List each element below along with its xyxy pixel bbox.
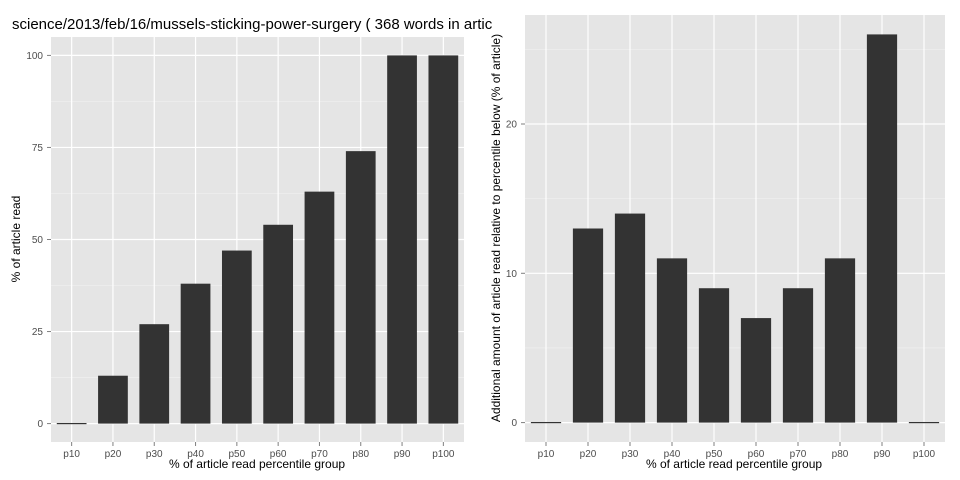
x-tick-label-p90: p90 [394, 449, 411, 460]
x-tick-label-p60: p60 [748, 449, 765, 460]
x-tick-label-p20: p20 [580, 449, 597, 460]
left-chart-title: science/2013/feb/16/mussels-sticking-pow… [12, 16, 493, 33]
x-tick-label-p20: p20 [105, 449, 122, 460]
bar-p10 [56, 422, 87, 425]
left-y-tick-labels: 0 25 50 75 100 [26, 51, 51, 430]
y-tick-label: 100 [26, 51, 43, 62]
x-tick-label-p30: p30 [146, 449, 163, 460]
x-tick-label-p100: p100 [913, 449, 936, 460]
x-tick-label-p100: p100 [432, 449, 455, 460]
left-chart: science/2013/feb/16/mussels-sticking-pow… [9, 16, 493, 471]
y-tick-label: 10 [506, 269, 518, 280]
bar-p80 [824, 258, 856, 423]
x-tick-label-p80: p80 [352, 449, 369, 460]
x-tick-label-p60: p60 [270, 449, 287, 460]
y-tick-label: 50 [32, 235, 44, 246]
y-tick-label: 75 [32, 143, 44, 154]
x-tick-label-p30: p30 [622, 449, 639, 460]
bar-p70 [304, 191, 335, 424]
y-tick-label: 0 [511, 418, 517, 429]
bar-p90 [866, 34, 898, 423]
bar-p10 [530, 421, 562, 424]
bar-p40 [180, 283, 211, 424]
bar-p50 [221, 250, 252, 424]
bar-p70 [782, 288, 814, 423]
right-y-tick-labels: 0 10 20 [506, 119, 525, 429]
bar-p80 [345, 151, 376, 424]
bar-p30 [614, 213, 646, 423]
bar-p50 [698, 288, 730, 423]
bar-p20 [572, 228, 604, 423]
bar-p100 [908, 421, 940, 424]
left-bars [56, 55, 459, 425]
x-tick-label-p10: p10 [538, 449, 555, 460]
x-tick-label-p40: p40 [664, 449, 681, 460]
bar-p60 [263, 224, 294, 424]
right-x-tick-labels: p10 p20 p30 p40 p50 p60 p70 p80 p90 p100 [538, 442, 936, 460]
y-tick-label: 25 [32, 327, 44, 338]
y-tick-label: 0 [37, 419, 43, 430]
bar-p90 [387, 55, 417, 424]
bar-p30 [139, 324, 170, 424]
x-tick-label-p50: p50 [706, 449, 723, 460]
bar-p60 [740, 318, 772, 423]
x-tick-label-p90: p90 [874, 449, 891, 460]
left-x-tick-labels: p10 p20 p30 p40 p50 p60 p70 p80 p90 p100 [63, 442, 455, 460]
x-tick-label-p70: p70 [790, 449, 807, 460]
left-y-axis-label: % of article read [9, 196, 23, 283]
right-chart: 0 10 20 p10 p20 p30 p40 p50 p60 p70 p80 p90 p100 % … [489, 15, 945, 471]
right-x-axis-label: % of article read percentile group [646, 457, 822, 471]
x-tick-label-p70: p70 [311, 449, 328, 460]
x-tick-label-p80: p80 [832, 449, 849, 460]
x-tick-label-p50: p50 [229, 449, 246, 460]
y-tick-label: 20 [506, 119, 518, 130]
right-y-axis-label: Additional amount of article read relati… [489, 34, 503, 422]
bar-p20 [98, 375, 128, 424]
x-tick-label-p40: p40 [187, 449, 204, 460]
x-tick-label-p10: p10 [63, 449, 80, 460]
bar-p100 [428, 55, 459, 424]
bar-p40 [656, 258, 688, 423]
right-bars [530, 34, 940, 424]
left-x-axis-label: % of article read percentile group [169, 457, 345, 471]
